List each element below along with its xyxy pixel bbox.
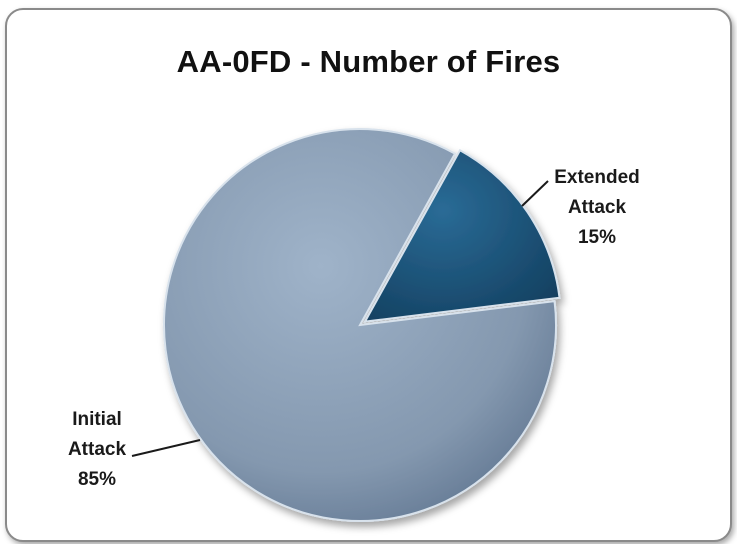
leader-line — [521, 180, 549, 207]
chart-title: AA-0FD - Number of Fires — [176, 44, 561, 79]
slice-label: Initial Attack 85% — [68, 409, 127, 490]
pie-slices — [163, 128, 561, 522]
leader-line — [131, 439, 201, 457]
slice-label-line: Initial — [72, 409, 122, 430]
slice-label-line: Extended — [554, 167, 640, 188]
slice-label-line: Attack — [568, 197, 627, 218]
slice-label-line: 15% — [578, 227, 616, 248]
slice-label-line: 85% — [78, 469, 116, 490]
pie-slice — [163, 128, 557, 522]
slice-label-line: Attack — [68, 439, 127, 460]
pie-slice — [363, 148, 561, 323]
pie-labels: Extended Attack 15% Initial Attack 85% — [68, 167, 640, 490]
slice-label: Extended Attack 15% — [554, 167, 640, 248]
